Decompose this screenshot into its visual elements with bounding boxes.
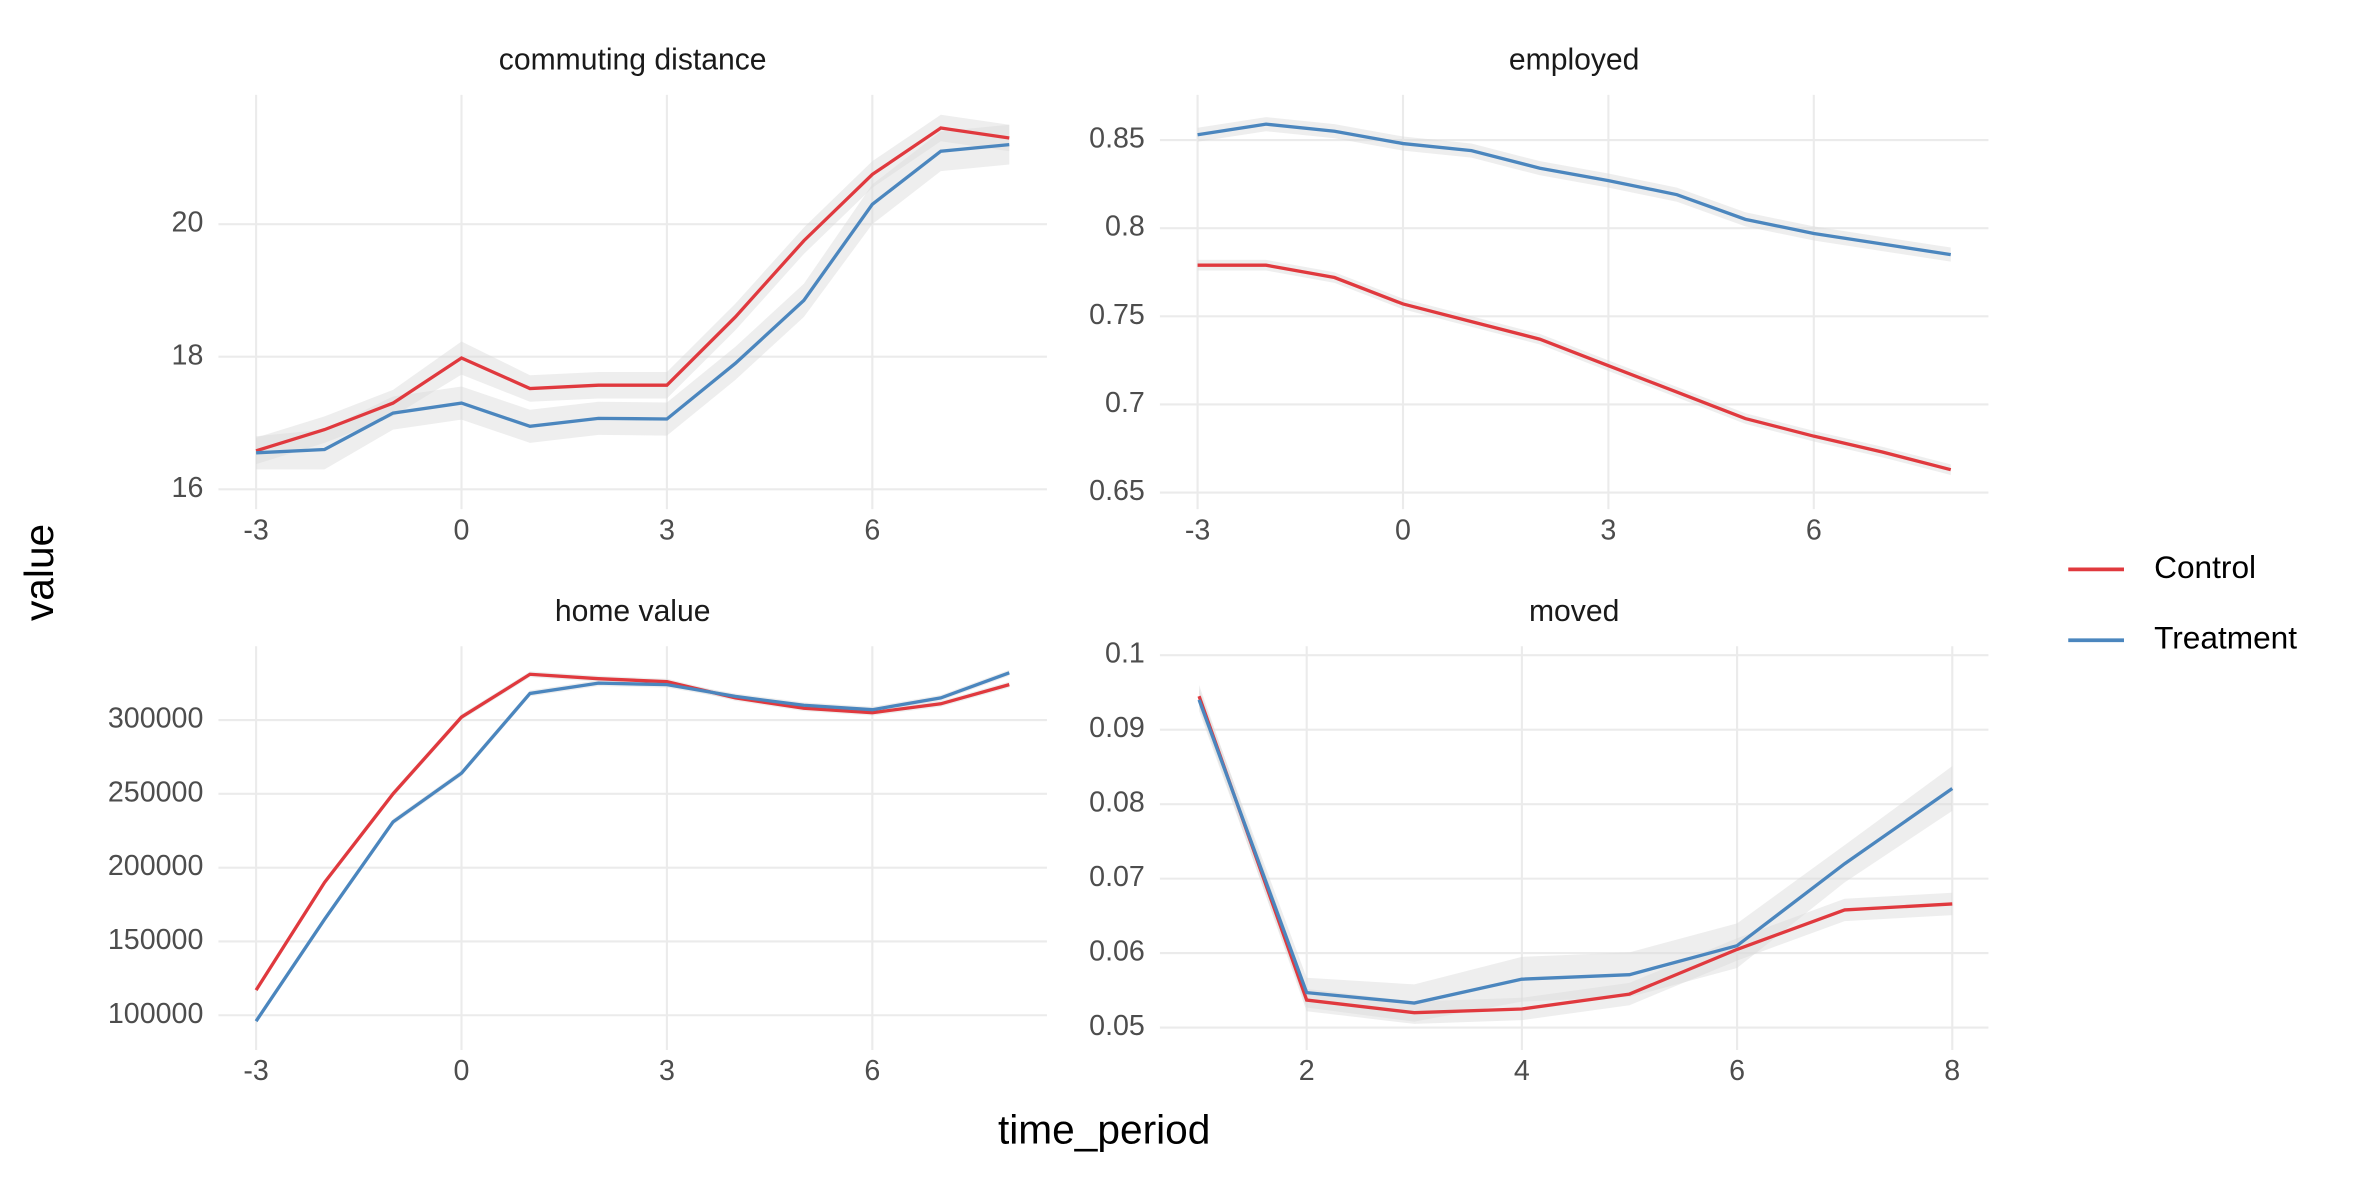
y-tick-label: 0.7 bbox=[1105, 387, 1145, 419]
panel-title: home value bbox=[555, 595, 711, 628]
series-line bbox=[254, 671, 1010, 1023]
y-tick-label: 16 bbox=[172, 472, 204, 504]
x-tick-label: -3 bbox=[243, 1055, 268, 1087]
x-tick-label: 6 bbox=[1729, 1055, 1745, 1087]
panel-title: commuting distance bbox=[499, 44, 767, 77]
x-tick-label: 2 bbox=[1299, 1055, 1315, 1087]
x-tick-label: 6 bbox=[1806, 514, 1822, 546]
y-tick-label: 18 bbox=[172, 339, 204, 371]
y-tick-label: 250000 bbox=[108, 776, 203, 808]
panel-title: moved bbox=[1529, 595, 1619, 628]
y-tick-label: 0.08 bbox=[1089, 787, 1145, 819]
y-tick-label: 0.1 bbox=[1105, 638, 1145, 670]
x-tick-label: 6 bbox=[864, 1055, 880, 1087]
y-axis-title: value bbox=[16, 524, 62, 621]
x-tick-label: 3 bbox=[1600, 514, 1616, 546]
panel-title: employed bbox=[1509, 44, 1640, 77]
series-line bbox=[254, 672, 1010, 992]
series-line bbox=[256, 142, 1010, 455]
x-tick-label: 3 bbox=[659, 1055, 675, 1087]
x-tick-label: 0 bbox=[454, 1055, 470, 1087]
confidence-ribbon bbox=[1197, 259, 1951, 475]
x-tick-label: 3 bbox=[659, 514, 675, 546]
legend-label: Treatment bbox=[2154, 620, 2297, 656]
y-tick-label: 0.8 bbox=[1105, 211, 1145, 243]
y-tick-label: 200000 bbox=[108, 850, 203, 882]
series-line bbox=[1197, 122, 1952, 257]
series-line bbox=[1197, 695, 1953, 1015]
y-tick-label: 0.05 bbox=[1089, 1010, 1145, 1042]
x-tick-label: 0 bbox=[1395, 514, 1411, 546]
y-tick-label: 300000 bbox=[108, 703, 203, 735]
x-tick-label: 8 bbox=[1944, 1055, 1960, 1087]
y-tick-label: 0.85 bbox=[1089, 123, 1145, 155]
y-tick-label: 20 bbox=[172, 207, 204, 239]
confidence-ribbon bbox=[1197, 117, 1951, 262]
x-tick-label: -3 bbox=[243, 514, 268, 546]
y-tick-label: 0.07 bbox=[1089, 861, 1145, 893]
legend-label: Control bbox=[2154, 549, 2256, 585]
y-tick-label: 0.09 bbox=[1089, 712, 1145, 744]
x-axis-title: time_period bbox=[998, 1107, 1210, 1153]
y-tick-label: 150000 bbox=[108, 924, 203, 956]
confidence-ribbon bbox=[256, 124, 1010, 470]
x-tick-label: 0 bbox=[454, 514, 470, 546]
y-tick-label: 100000 bbox=[108, 998, 203, 1030]
confidence-ribbon bbox=[256, 114, 1010, 465]
y-tick-label: 0.65 bbox=[1089, 475, 1145, 507]
y-tick-label: 0.75 bbox=[1089, 299, 1145, 331]
x-tick-label: 6 bbox=[864, 514, 880, 546]
x-tick-label: 4 bbox=[1514, 1055, 1530, 1087]
y-tick-label: 0.06 bbox=[1089, 936, 1145, 968]
series-line bbox=[1197, 699, 1954, 1005]
series-line bbox=[1197, 263, 1952, 472]
x-tick-label: -3 bbox=[1185, 514, 1210, 546]
series-line bbox=[255, 126, 1010, 453]
